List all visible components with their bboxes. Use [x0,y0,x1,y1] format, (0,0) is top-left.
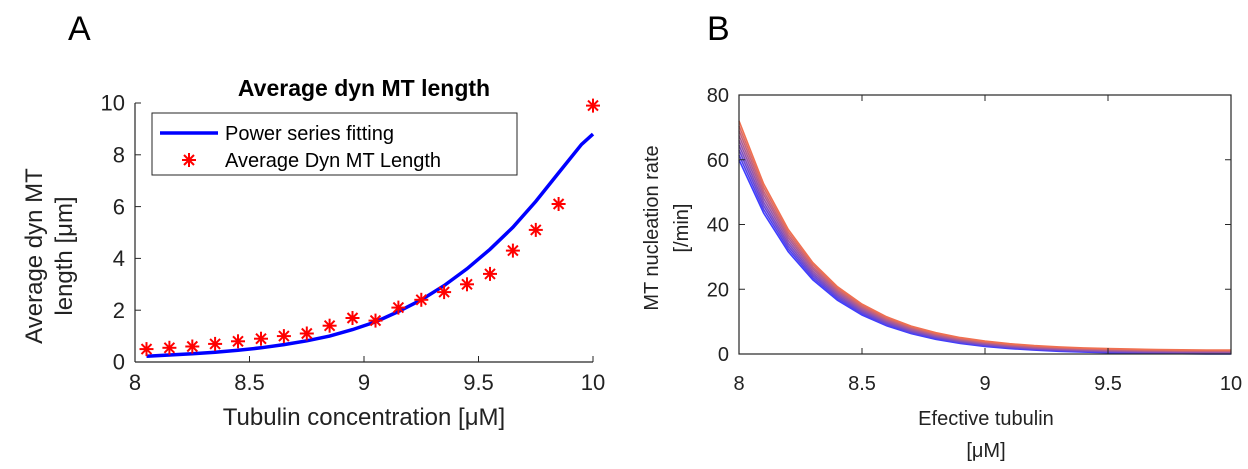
chart-b-ylabel-line1: MT nucleation rate [641,145,663,310]
data-point-marker [345,311,360,325]
y-tick-label: 20 [707,279,729,301]
series-curve [738,139,1232,353]
y-tick-label: 60 [707,150,729,172]
y-tick-label: 40 [707,215,729,237]
series-curve [738,130,1232,352]
chart-b-ylabel: MT nucleation rate [/min] [641,145,693,310]
data-point-marker [460,277,474,292]
chart-a-xlabel: Tubulin concentration [μM] [223,404,505,431]
data-point-marker [139,342,154,357]
data-point-marker [254,331,268,346]
chart-a-legend: Power series fitting Average Dyn MT Leng… [151,112,518,176]
chart-a-ylabel-line2: length [μm] [51,196,78,315]
series-curve [738,149,1232,354]
y-tick-label: 6 [113,194,125,219]
x-tick-label: 8 [733,373,744,395]
data-point-marker [505,243,520,258]
data-point-marker [299,326,314,341]
x-tick-label: 9 [358,370,370,395]
chart-b-axes: 8 8.5 9 9.5 10 0 20 40 60 80 [707,85,1242,395]
x-tick-label: 10 [1220,373,1242,395]
data-point-marker [162,340,177,355]
data-point-marker [391,300,406,315]
chart-a-title: Average dyn MT length [238,75,490,101]
y-tick-label: 8 [113,143,125,168]
series-curve [738,125,1232,352]
x-tick-label: 9.5 [463,370,494,395]
chart-b-ylabel-line2: [/min] [671,204,693,253]
x-tick-label: 8.5 [848,373,876,395]
chart-b: 8 8.5 9 9.5 10 0 20 40 60 80 MT nucleation rate [… [641,85,1242,462]
chart-a-ylabel-line1: Average dyn MT [21,168,48,344]
y-tick-label: 2 [113,298,125,323]
chart-a: Average dyn MT length 8 8.5 9 9.5 100246810 … [21,75,605,431]
y-tick-label: 10 [101,91,125,116]
series-curve [738,135,1232,353]
y-tick-label: 80 [707,85,729,107]
data-point-marker [528,222,543,237]
panel-label-b: B [707,10,730,48]
series-curve [738,144,1232,354]
plot-frame [738,94,1232,355]
series-curve [738,159,1232,355]
chart-a-axes: 8 8.5 9 9.5 10 0 2 4 6 8 10 [101,91,606,395]
legend-box [151,112,518,176]
data-point-marker [483,266,497,281]
data-point-marker [551,197,566,211]
data-point-marker [586,98,600,113]
legend-label-fit: Power series fitting [225,123,394,145]
data-point-marker [276,329,291,344]
chart-b-xlabel-line2: [μM] [966,440,1005,462]
chart-a-plot-area [139,98,600,359]
x-tick-label: 9 [979,373,990,395]
y-tick-label: 0 [718,344,729,366]
y-tick-label: 0 [113,350,125,375]
data-point-marker [437,285,452,300]
data-point-marker [414,292,429,307]
legend-swatch-marker [182,153,196,167]
series-curve [738,120,1232,351]
x-tick-label: 8.5 [234,370,265,395]
data-point-marker [231,334,245,349]
data-point-marker [208,336,223,351]
data-point-marker [368,313,383,328]
panel-label-a: A [68,10,91,48]
data-point-marker [322,318,337,333]
data-point-marker [185,339,200,354]
y-tick-label: 4 [113,246,125,271]
x-tick-label: 8 [129,370,141,395]
chart-a-ylabel: Average dyn MT length [μm] [21,168,78,344]
chart-b-plot-area [738,120,1232,355]
x-tick-label: 9.5 [1094,373,1122,395]
chart-b-xlabel-line1: Efective tubulin [918,408,1054,430]
x-tick-label: 10 [581,370,605,395]
legend-label-markers: Average Dyn MT Length [225,150,441,172]
series-curve [738,154,1232,355]
